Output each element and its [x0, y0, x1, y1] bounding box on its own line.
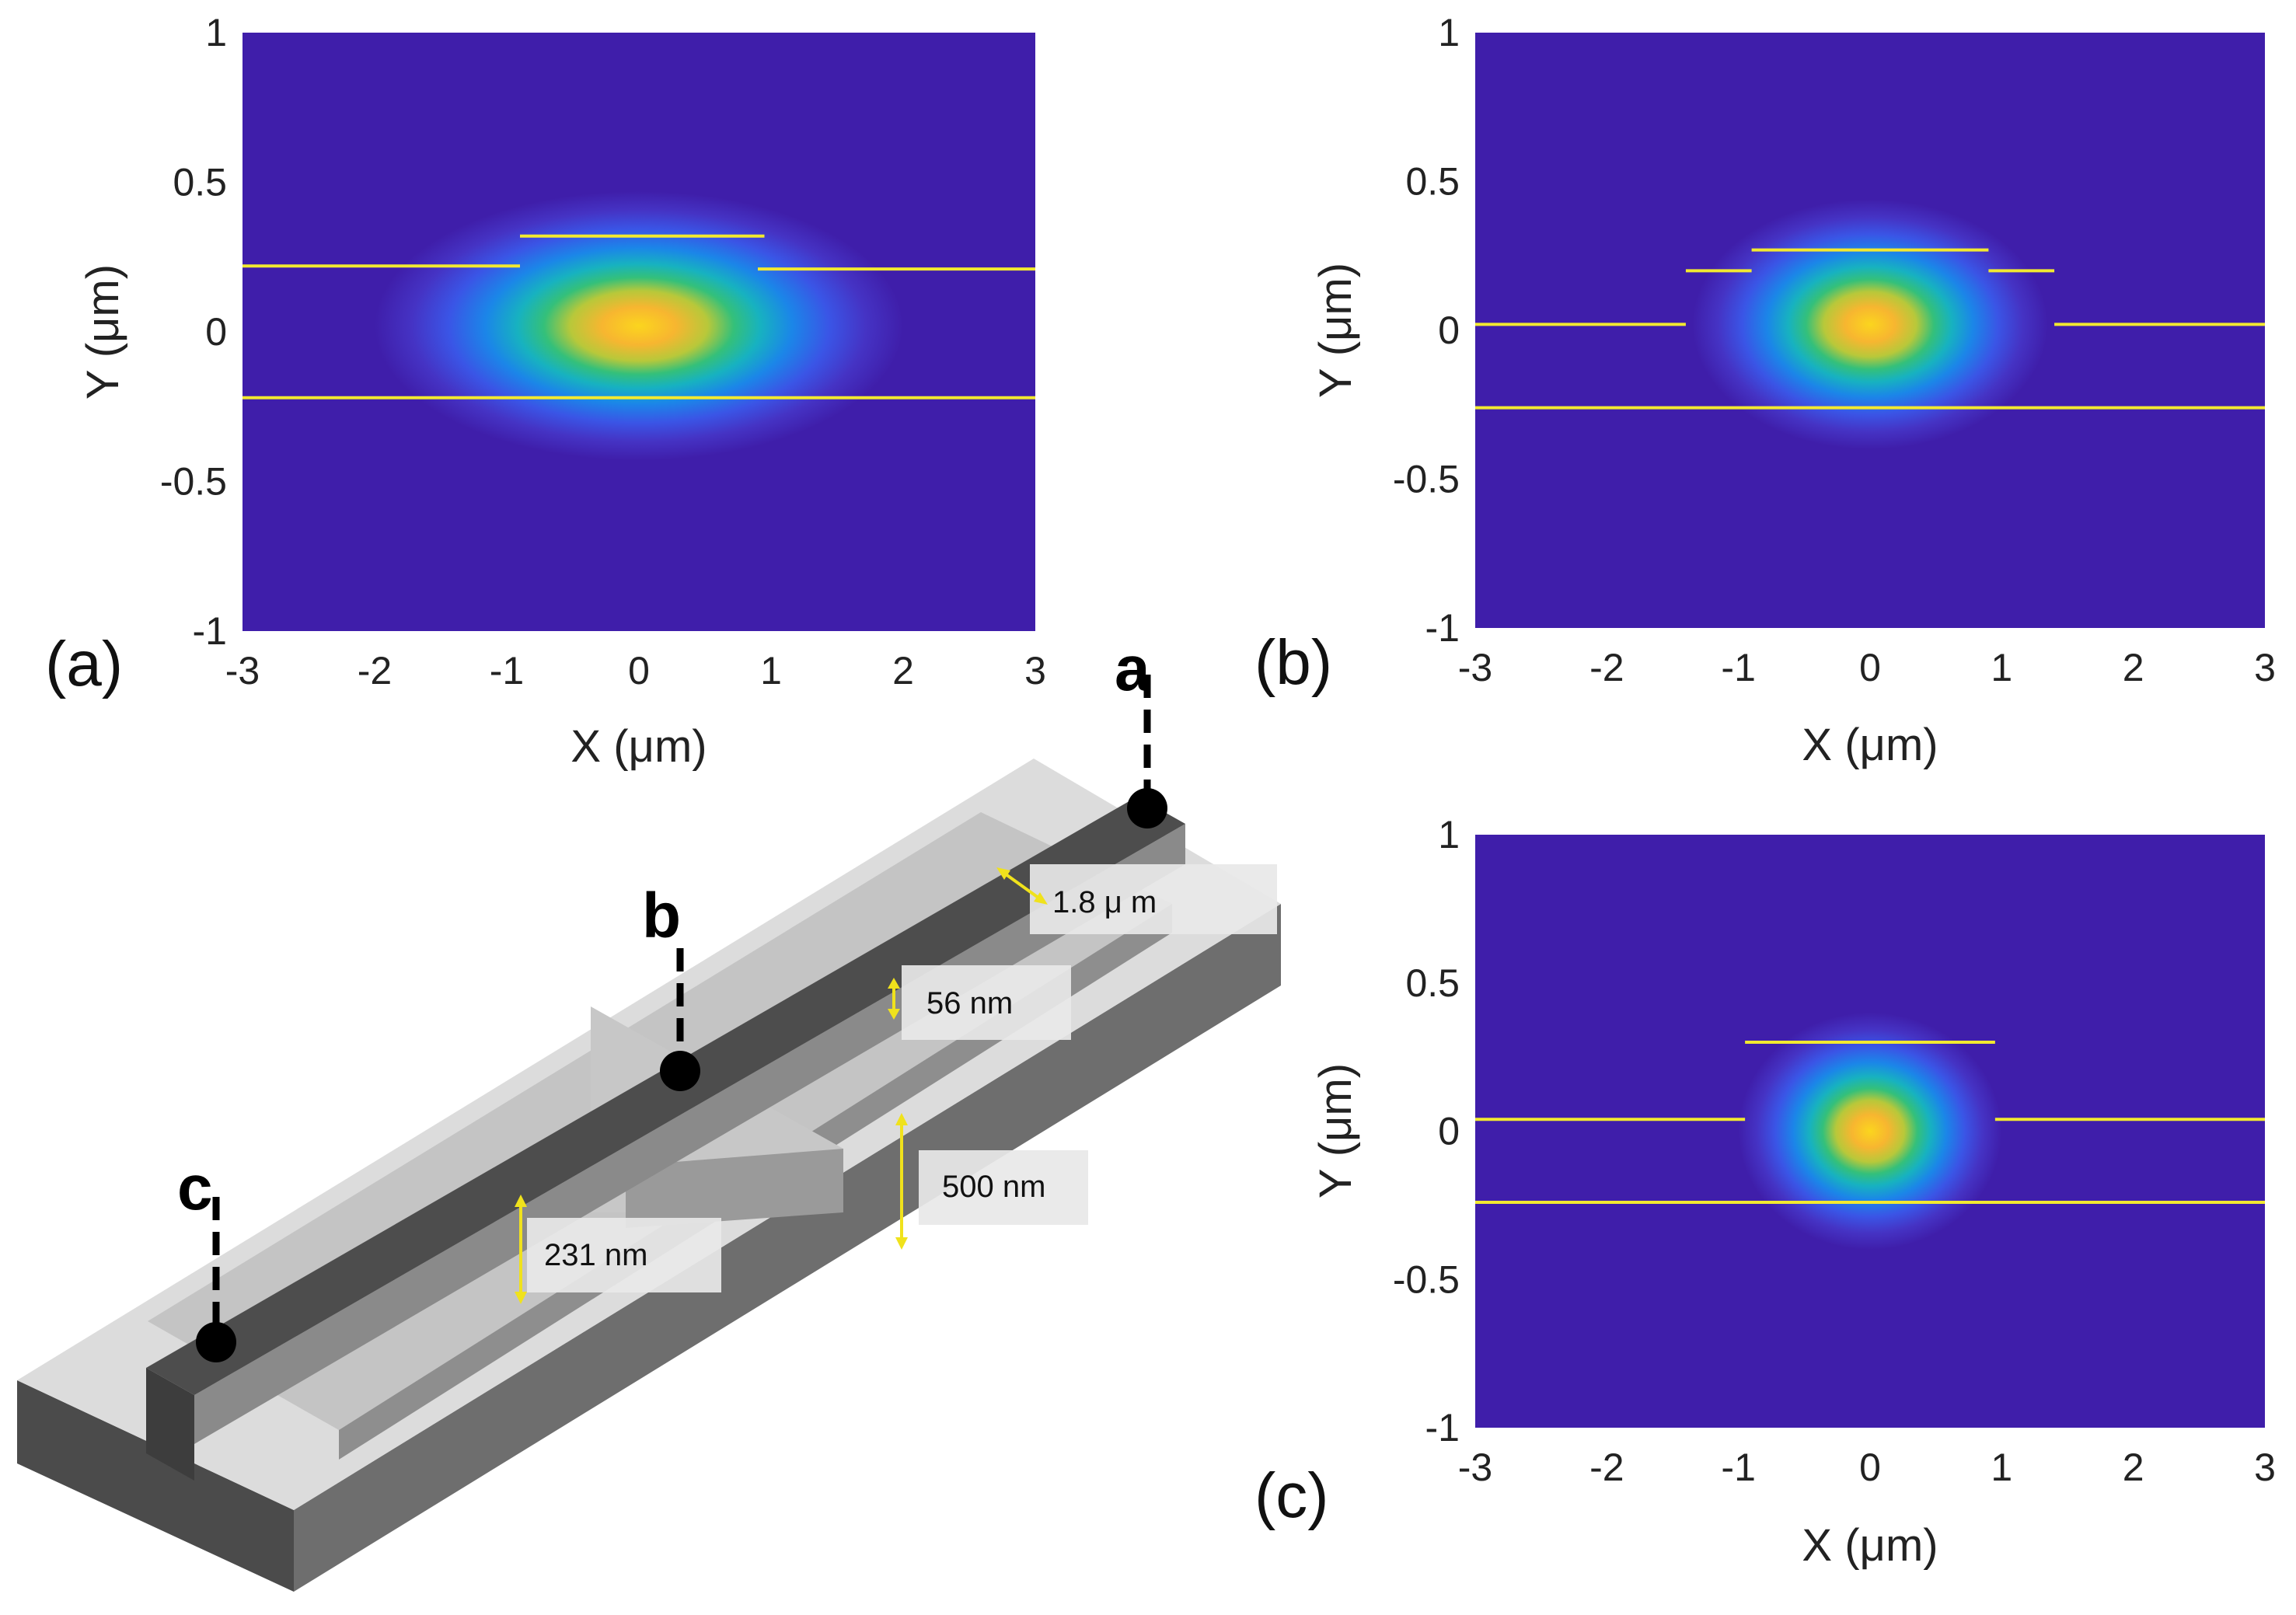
- dim-label-slab-height: 231 nm: [544, 1238, 647, 1272]
- y-tick-label: -1: [193, 609, 227, 653]
- x-tick-label: 1: [760, 649, 782, 692]
- x-tick-label: 0: [628, 649, 650, 692]
- y-ticks-a: -1 -0.5 0 0.5 1: [160, 11, 227, 653]
- dim-arrow-substrate-height: [895, 1113, 908, 1250]
- dim-arrow-width: [996, 867, 1048, 905]
- x-tick-label: -1: [490, 649, 524, 692]
- x-tick-label: 1: [1991, 646, 2012, 689]
- x-tick-label: -1: [1721, 646, 1755, 689]
- y-tick-label: 0.5: [1405, 961, 1460, 1005]
- x-tick-label: -3: [1458, 646, 1492, 689]
- y-tick-label: -0.5: [160, 460, 227, 504]
- x-tick-label: -2: [1589, 1446, 1624, 1489]
- y-axis-label-c: Y (μm): [1310, 1063, 1361, 1198]
- rib-top-face: [146, 797, 1185, 1395]
- y-tick-label: 0.5: [1405, 160, 1460, 204]
- dim-label-substrate-height: 500 nm: [942, 1170, 1045, 1204]
- x-tick-label: 3: [2254, 1446, 2276, 1489]
- substrate-right-face: [294, 904, 1281, 1592]
- point-b-letter: b: [642, 881, 681, 951]
- x-tick-label: 1: [1991, 1446, 2012, 1489]
- mode-field-c: [1738, 1012, 2002, 1250]
- y-tick-label: 0: [1438, 309, 1460, 352]
- dim-arrow-slab-height: [515, 1195, 527, 1304]
- x-tick-label: -3: [1458, 1446, 1492, 1489]
- y-tick-label: -0.5: [1393, 458, 1460, 501]
- taper-side-face: [626, 1149, 843, 1228]
- panel-label-a: (a): [45, 629, 123, 699]
- y-tick-label: -1: [1425, 606, 1460, 650]
- panel-c: -3 -2 -1 0 1 2 3 -1 -0.5 0 0.5 1 X (μm) Y (μm) (c): [1254, 813, 2276, 1571]
- x-tick-label: 0: [1859, 646, 1881, 689]
- panel-a: -3 -2 -1 0 1 2 3 -1 -0.5 0 0.5 1 X (μm) Y (μm) (a): [45, 11, 1046, 772]
- point-c-letter: c: [177, 1153, 213, 1223]
- boundary-lines-c: [1475, 1041, 2265, 1205]
- y-tick-label: 1: [1438, 11, 1460, 54]
- x-ticks-a: -3 -2 -1 0 1 2 3: [225, 649, 1046, 692]
- x-axis-label-a: X (μm): [571, 721, 707, 772]
- y-tick-label: 1: [205, 11, 227, 54]
- y-tick-label: 0: [205, 310, 227, 354]
- point-a-marker: [1127, 788, 1167, 828]
- dim-box-rib-height: [902, 965, 1071, 1040]
- boundary-lines-b: [1475, 248, 2265, 410]
- dim-box-substrate-height: [919, 1150, 1088, 1225]
- x-tick-label: 2: [2123, 1446, 2144, 1489]
- mode-field-b: [1692, 199, 2048, 450]
- point-a-letter: a: [1115, 633, 1151, 704]
- x-tick-label: -2: [1589, 646, 1624, 689]
- x-tick-label: -2: [358, 649, 392, 692]
- x-tick-label: 3: [1024, 649, 1046, 692]
- x-tick-label: 0: [1859, 1446, 1881, 1489]
- panel-label-b: (b): [1254, 627, 1332, 698]
- panel-label-c: (c): [1254, 1460, 1329, 1531]
- rib-front-face: [146, 1368, 194, 1481]
- y-tick-label: -1: [1425, 1406, 1460, 1449]
- point-b-marker: [660, 1051, 700, 1091]
- dim-label-rib-height: 56 nm: [926, 986, 1013, 1020]
- mode-field-a: [375, 191, 903, 461]
- dim-label-width: 1.8 μ m: [1052, 885, 1157, 919]
- x-ticks-b: -3 -2 -1 0 1 2 3: [1458, 646, 2276, 689]
- y-tick-label: 1: [1438, 813, 1460, 856]
- dim-arrow-rib-height: [888, 978, 900, 1020]
- y-ticks-c: -1 -0.5 0 0.5 1: [1393, 813, 1460, 1449]
- panel-b: -3 -2 -1 0 1 2 3 -1 -0.5 0 0.5 1 X (μm) Y (μm) (b): [1254, 11, 2276, 770]
- boundary-lines-a: [243, 234, 1035, 399]
- x-ticks-c: -3 -2 -1 0 1 2 3: [1458, 1446, 2276, 1489]
- y-axis-label-a: Y (μm): [78, 264, 128, 399]
- substrate-front-face: [17, 1380, 294, 1592]
- y-tick-label: 0.5: [173, 161, 227, 204]
- y-axis-label-b: Y (μm): [1310, 263, 1361, 398]
- y-tick-label: -0.5: [1393, 1257, 1460, 1301]
- x-tick-label: 2: [892, 649, 914, 692]
- dim-box-width: [1030, 864, 1277, 934]
- point-c-marker: [196, 1322, 236, 1362]
- y-tick-label: 0: [1438, 1110, 1460, 1153]
- y-ticks-b: -1 -0.5 0 0.5 1: [1393, 11, 1460, 650]
- x-axis-label-b: X (μm): [1802, 720, 1938, 770]
- x-tick-label: 3: [2254, 646, 2276, 689]
- x-tick-label: -1: [1721, 1446, 1755, 1489]
- dim-box-slab-height: [527, 1218, 721, 1292]
- x-axis-label-c: X (μm): [1802, 1520, 1938, 1571]
- x-tick-label: -3: [225, 649, 260, 692]
- waveguide-schematic: a b c: [17, 633, 1281, 1592]
- x-tick-label: 2: [2123, 646, 2144, 689]
